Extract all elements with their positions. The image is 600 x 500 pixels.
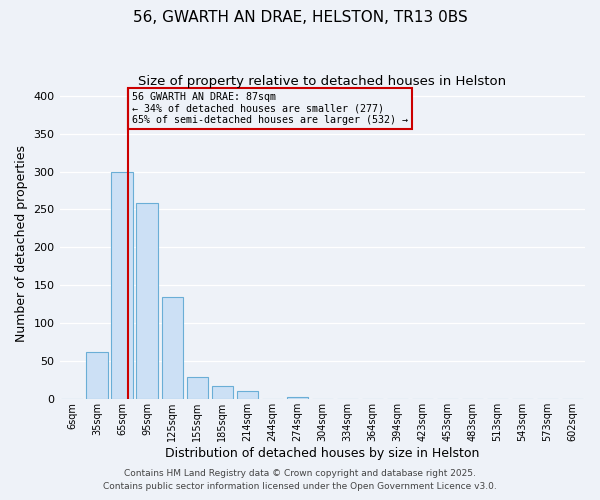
Text: 56, GWARTH AN DRAE, HELSTON, TR13 0BS: 56, GWARTH AN DRAE, HELSTON, TR13 0BS <box>133 10 467 25</box>
Bar <box>86 352 108 400</box>
Title: Size of property relative to detached houses in Helston: Size of property relative to detached ho… <box>138 75 506 88</box>
Y-axis label: Number of detached properties: Number of detached properties <box>15 145 28 342</box>
Bar <box>187 376 208 400</box>
Bar <box>287 397 308 400</box>
Bar <box>112 172 133 400</box>
Text: 56 GWARTH AN DRAE: 87sqm
← 34% of detached houses are smaller (277)
65% of semi-: 56 GWARTH AN DRAE: 87sqm ← 34% of detach… <box>131 92 407 125</box>
Bar <box>236 391 258 400</box>
Bar <box>512 398 533 400</box>
Bar <box>161 297 183 400</box>
Bar <box>212 386 233 400</box>
X-axis label: Distribution of detached houses by size in Helston: Distribution of detached houses by size … <box>165 447 479 460</box>
Bar <box>136 204 158 400</box>
Text: Contains HM Land Registry data © Crown copyright and database right 2025.
Contai: Contains HM Land Registry data © Crown c… <box>103 470 497 491</box>
